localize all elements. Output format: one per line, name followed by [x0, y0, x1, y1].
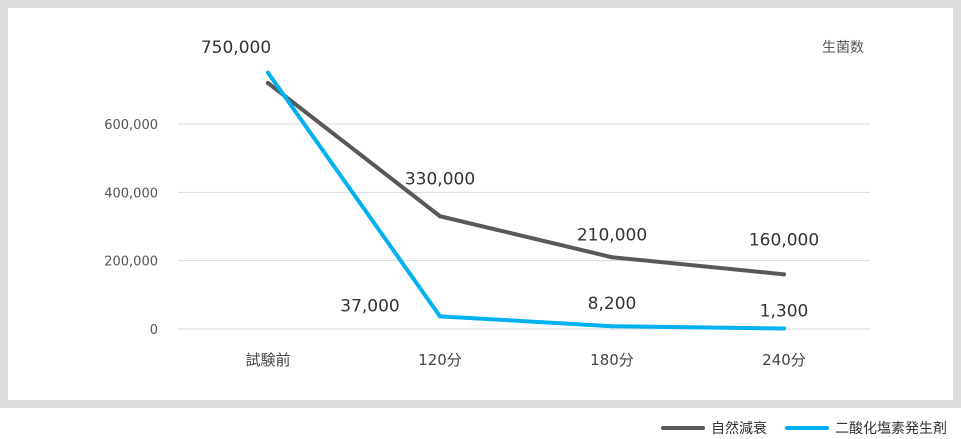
- data-point: [610, 255, 614, 260]
- data-point: [610, 324, 614, 329]
- data-point: [782, 326, 786, 331]
- data-point: [266, 81, 270, 85]
- legend-item-chlorine-dioxide: 二酸化塩素発生剤: [785, 418, 947, 438]
- y-tick-label: 0: [150, 323, 158, 338]
- data-label: 8,200: [588, 294, 637, 314]
- legend-swatch-natural-decay: [661, 426, 705, 430]
- data-point: [438, 214, 442, 219]
- data-point: [782, 272, 786, 277]
- series-line-0: [266, 81, 786, 277]
- x-category-label: 240分: [762, 351, 806, 369]
- data-label: 330,000: [405, 169, 475, 189]
- data-point: [266, 70, 270, 75]
- legend-label-chlorine-dioxide: 二酸化塩素発生剤: [835, 421, 947, 437]
- data-label: 160,000: [749, 230, 819, 250]
- y-tick-label: 400,000: [104, 186, 158, 201]
- data-label: 210,000: [577, 225, 647, 245]
- line-chart: 0 200,000 400,000 600,000 試験前 120分 180分 240分 3…: [104, 38, 870, 369]
- x-category-label: 試験前: [245, 351, 290, 369]
- data-point: [438, 314, 442, 319]
- x-category-label: 180分: [590, 351, 634, 369]
- data-label: 1,300: [760, 302, 809, 322]
- data-label: 37,000: [340, 296, 399, 316]
- x-category-label: 120分: [418, 351, 462, 369]
- data-label: 750,000: [201, 38, 271, 58]
- legend-item-natural-decay: 自然減衰: [661, 418, 767, 438]
- legend: 自然減衰 二酸化塩素発生剤: [661, 418, 947, 438]
- y-tick-label: 200,000: [104, 255, 158, 270]
- series-line-1: [266, 70, 786, 331]
- plot-area: [8, 8, 953, 400]
- legend-label-natural-decay: 自然減衰: [711, 421, 767, 437]
- y-axis-label: 生菌数: [822, 40, 864, 56]
- y-tick-label: 600,000: [104, 118, 158, 133]
- legend-swatch-chlorine-dioxide: [785, 426, 829, 430]
